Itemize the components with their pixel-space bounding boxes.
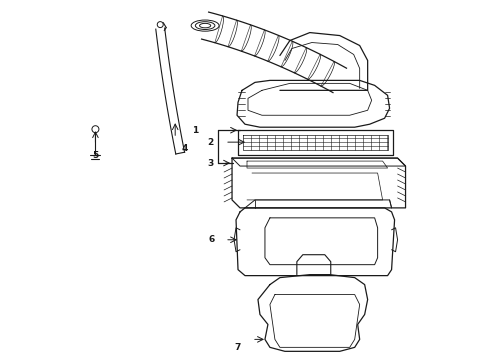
Text: 3: 3 [207, 158, 213, 167]
Text: 1: 1 [192, 126, 198, 135]
Text: 2: 2 [207, 138, 213, 147]
Text: 4: 4 [182, 144, 188, 153]
Text: 6: 6 [209, 235, 215, 244]
Text: 5: 5 [92, 150, 98, 159]
Text: 7: 7 [235, 343, 241, 352]
